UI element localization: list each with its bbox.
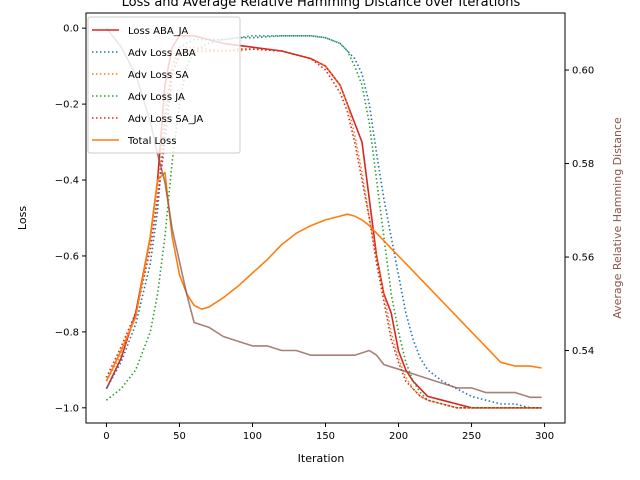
y-ticks: −1.0 −0.8 −0.6 −0.4 −0.2 0.0 — [55, 24, 86, 414]
y2-axis-label: Average Relative Hamming Distance — [611, 117, 624, 319]
x-tick-label-0: 0 — [103, 431, 109, 442]
legend-label-4: Adv Loss SA_JA — [128, 114, 203, 125]
chart-title: Loss and Average Relative Hamming Distan… — [122, 0, 521, 10]
x-tick-label-6: 300 — [535, 431, 554, 442]
y2-ticks: 0.54 0.56 0.58 0.60 — [565, 66, 594, 357]
y-tick-label-1: −0.8 — [55, 327, 79, 338]
x-tick-label-4: 200 — [389, 431, 408, 442]
series-line-1 — [105, 34, 542, 409]
legend-label-5: Total Loss — [127, 136, 176, 147]
y-axis-label: Loss — [16, 206, 29, 230]
series-line-6 — [105, 27, 542, 399]
y2-tick-label-2: 0.58 — [572, 159, 594, 170]
legend-label-2: Adv Loss SA — [128, 70, 189, 81]
x-tick-label-3: 150 — [316, 431, 335, 442]
y2-tick-label-3: 0.60 — [572, 66, 594, 77]
x-tick-label-2: 100 — [243, 431, 262, 442]
y-tick-label-0: −1.0 — [55, 403, 79, 414]
y2-tick-label-1: 0.56 — [572, 253, 594, 264]
legend-label-3: Adv Loss JA — [128, 92, 185, 103]
legend-label-1: Adv Loss ABA — [128, 48, 196, 59]
x-tick-label-5: 250 — [462, 431, 481, 442]
legend-label-0: Loss ABA_JA — [128, 26, 188, 37]
x-axis-label: Iteration — [298, 452, 345, 465]
x-ticks: 0 50 100 150 200 250 300 — [103, 423, 554, 442]
legend-box — [87, 16, 241, 154]
y-tick-label-2: −0.6 — [55, 251, 79, 262]
legend: Loss ABA_JA Adv Loss ABA Adv Loss SA Adv Lo… — [87, 16, 241, 154]
y-tick-label-5: 0.0 — [63, 24, 79, 35]
y-tick-label-4: −0.2 — [55, 100, 79, 111]
series-line-5 — [105, 171, 542, 382]
y2-tick-label-0: 0.54 — [572, 346, 594, 357]
x-tick-label-1: 50 — [173, 431, 186, 442]
y-tick-label-3: −0.4 — [55, 176, 79, 187]
